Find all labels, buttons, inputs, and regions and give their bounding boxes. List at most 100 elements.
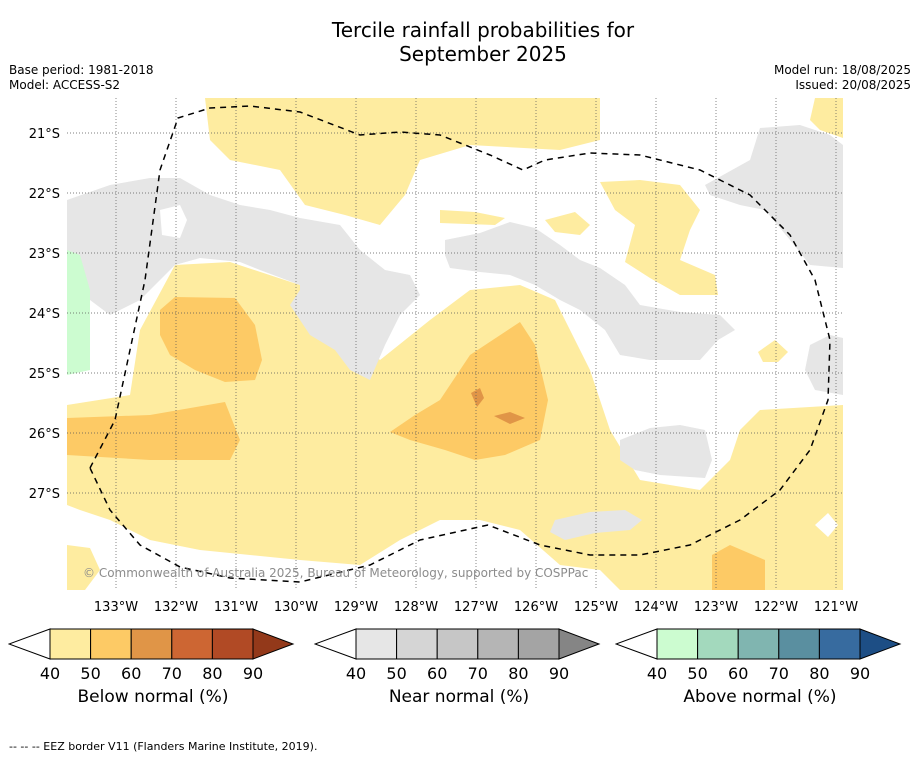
colorbar-below-ticks: 40 50 60 70 80 90	[40, 664, 263, 683]
colorbar-above-title: Above normal (%)	[683, 687, 837, 707]
near-40-central-east	[445, 222, 735, 360]
colorbar-above-ticks: 40 50 60 70 80 90	[647, 664, 870, 683]
below-40-north-band	[205, 98, 600, 225]
near-40-northeast	[705, 125, 843, 268]
colorbar-segment	[737, 628, 780, 660]
cbar-tick: 70	[162, 664, 182, 683]
colorbar-above-segments	[615, 628, 902, 660]
cbar-tick: 40	[647, 664, 667, 683]
colorbar-extend-low	[314, 628, 357, 660]
colorbar-near-ticks: 40 50 60 70 80 90	[346, 664, 569, 683]
title-line-2: September 2025	[399, 42, 567, 66]
copyright-text: © Commonwealth of Australia 2025, Bureau…	[83, 566, 588, 580]
cbar-tick: 80	[508, 664, 528, 683]
colorbar-segment	[656, 628, 699, 660]
latitude-labels: 21°S 22°S 23°S 24°S 25°S 26°S 27°S	[29, 127, 60, 502]
below-50-south-east	[712, 545, 765, 590]
below-40-northeast	[810, 98, 843, 138]
lon-label: 121°W	[814, 600, 858, 615]
below-normal-50-60-areas	[67, 297, 765, 590]
colorbar-segment	[211, 628, 254, 660]
lon-label: 128°W	[394, 600, 438, 615]
near-40-east-edge	[805, 335, 843, 395]
colorbar-segment	[477, 628, 519, 660]
model-text: Model: ACCESS-S2	[9, 78, 121, 92]
colorbar-below-normal: 40 50 60 70 80 90	[8, 628, 295, 683]
cbar-tick: 60	[427, 664, 447, 683]
model-run-text: Model run: 18/08/2025	[773, 63, 911, 77]
colorbar-near-normal: 40 50 60 70 80 90	[314, 628, 601, 683]
near-40-west-band	[67, 178, 420, 380]
base-period-text: Base period: 1981-2018	[9, 63, 154, 77]
colorbar-below-title: Below normal (%)	[77, 687, 229, 707]
cbar-tick: 60	[728, 664, 748, 683]
map-title: Tercile rainfall probabilities for Septe…	[0, 18, 919, 66]
colorbar-segment	[130, 628, 173, 660]
lat-label: 21°S	[29, 127, 60, 142]
lat-label: 26°S	[29, 427, 60, 442]
rainfall-probability-map: © Commonwealth of Australia 2025, Bureau…	[29, 98, 858, 615]
lon-label: 131°W	[214, 600, 258, 615]
cbar-tick: 80	[809, 664, 829, 683]
near-40-south-central	[620, 425, 712, 478]
colorbar-segment	[818, 628, 861, 660]
cbar-tick: 60	[121, 664, 141, 683]
lon-label: 122°W	[754, 600, 798, 615]
colorbar-segment	[355, 628, 398, 660]
below-50-west	[160, 297, 262, 382]
colorbar-extend-high	[859, 628, 902, 660]
lon-label: 130°W	[274, 600, 318, 615]
colorbar-extend-high	[558, 628, 601, 660]
colorbar-segment	[49, 628, 92, 660]
colorbar-segment	[90, 628, 132, 660]
clear-area-west	[160, 205, 187, 238]
eez-footnote: -- -- -- EEZ border V11 (Flanders Marine…	[9, 740, 318, 753]
cbar-tick: 40	[40, 664, 60, 683]
colorbar-above-normal: 40 50 60 70 80 90	[615, 628, 902, 683]
cbar-tick: 70	[769, 664, 789, 683]
below-60-patch-b	[494, 412, 525, 424]
lat-label: 25°S	[29, 367, 60, 382]
lon-label: 133°W	[94, 600, 138, 615]
below-40-small-east	[758, 340, 788, 362]
lon-label: 124°W	[634, 600, 678, 615]
cbar-tick: 50	[386, 664, 406, 683]
below-50-west-band	[67, 402, 240, 460]
below-40-patch-b	[545, 212, 590, 235]
cbar-tick: 80	[202, 664, 222, 683]
cbar-tick: 70	[468, 664, 488, 683]
below-normal-60-70-areas	[471, 388, 525, 424]
issued-text: Issued: 20/08/2025	[795, 78, 911, 92]
below-60-patch-a	[471, 388, 484, 407]
lon-label: 126°W	[514, 600, 558, 615]
below-50-central	[390, 322, 548, 460]
lon-label: 127°W	[454, 600, 498, 615]
colorbar-extend-low	[8, 628, 51, 660]
colorbar-segment	[171, 628, 213, 660]
cbar-tick: 50	[80, 664, 100, 683]
cbar-tick: 90	[243, 664, 263, 683]
lat-label: 24°S	[29, 307, 60, 322]
cbar-tick: 50	[687, 664, 707, 683]
probability-fields: © Commonwealth of Australia 2025, Bureau…	[67, 98, 843, 590]
cbar-tick: 90	[549, 664, 569, 683]
lat-label: 27°S	[29, 487, 60, 502]
colorbar-extend-low	[615, 628, 658, 660]
colorbar-near-title: Near normal (%)	[388, 687, 530, 707]
eez-border-line	[89, 105, 831, 583]
longitude-labels: 133°W 132°W 131°W 130°W 129°W 128°W 127°…	[94, 600, 858, 615]
colorbar-segment	[778, 628, 820, 660]
cbar-tick: 90	[850, 664, 870, 683]
colorbar-extend-high	[252, 628, 295, 660]
colorbar-segment	[396, 628, 438, 660]
lat-label: 23°S	[29, 247, 60, 262]
lon-label: 123°W	[694, 600, 738, 615]
lat-label: 22°S	[29, 187, 60, 202]
gridlines	[67, 98, 843, 590]
lon-label: 132°W	[154, 600, 198, 615]
lon-label: 129°W	[334, 600, 378, 615]
above-normal-40-50-area	[67, 250, 90, 375]
colorbar-segment	[697, 628, 739, 660]
colorbar-near-segments	[314, 628, 601, 660]
left-metadata: Base period: 1981-2018 Model: ACCESS-S2	[9, 63, 154, 93]
